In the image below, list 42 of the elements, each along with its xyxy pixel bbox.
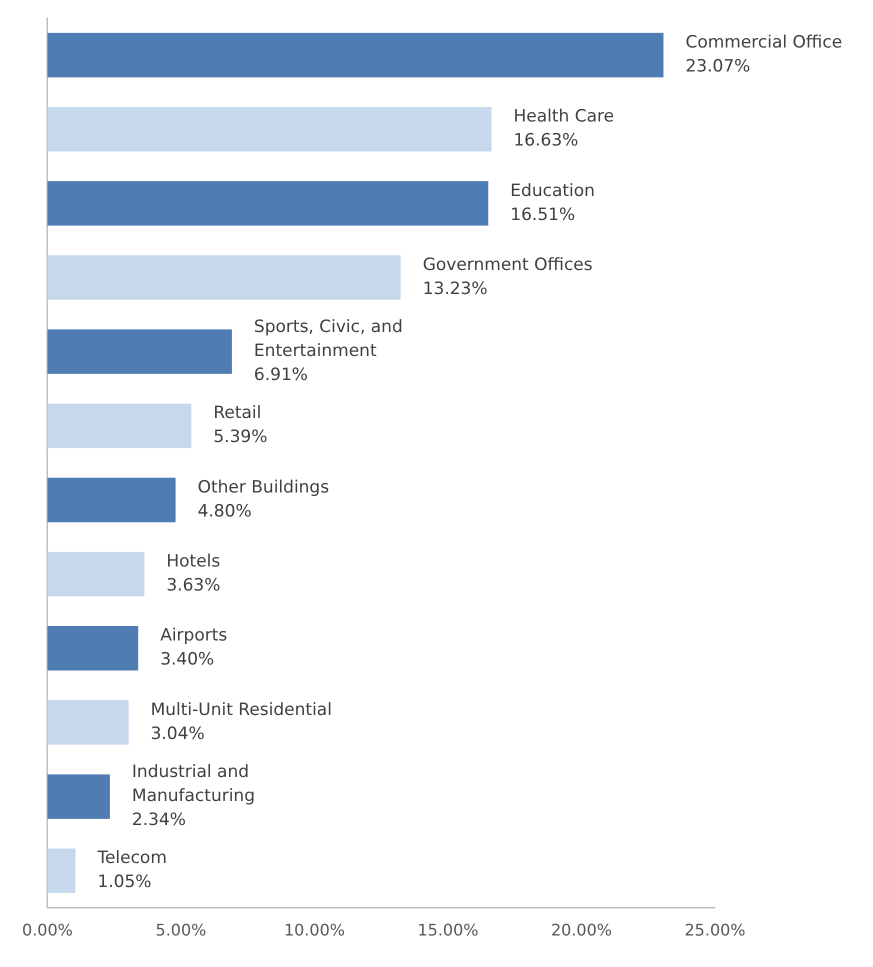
x-tick-label: 0.00% xyxy=(22,920,73,940)
y-tick-label: Hotels xyxy=(166,552,220,572)
data-label: 23.07% xyxy=(685,56,750,76)
bar xyxy=(47,478,176,522)
x-tick-label: 15.00% xyxy=(417,920,478,940)
bar xyxy=(47,106,492,152)
bar xyxy=(47,181,488,226)
y-tick-label: Sports, Civic, and Entertainment xyxy=(254,317,403,362)
data-label: 2.34% xyxy=(132,810,186,830)
bar xyxy=(47,32,664,78)
y-tick-label: Industrial and Manufacturing xyxy=(132,762,256,806)
bar xyxy=(47,552,144,596)
x-tick-label: 10.00% xyxy=(284,920,345,940)
bar xyxy=(47,774,110,819)
data-label: 16.51% xyxy=(510,204,576,225)
y-tick-label: Multi-Unit Residential xyxy=(150,700,332,720)
data-label: 3.04% xyxy=(150,724,205,744)
y-tick-label: Government Offices xyxy=(422,254,593,275)
y-tick-label: Education xyxy=(510,180,595,201)
bar xyxy=(47,848,76,893)
data-label: 6.91% xyxy=(254,365,308,386)
data-label: 3.40% xyxy=(160,650,214,670)
y-tick-label: Other Buildings xyxy=(198,477,330,498)
y-tick-label: Retail xyxy=(213,403,262,424)
data-label: 1.05% xyxy=(97,872,152,892)
data-label: 4.80% xyxy=(198,501,252,522)
bar xyxy=(47,329,232,374)
y-tick-label: Health Care xyxy=(513,106,614,127)
y-tick-label: Airports xyxy=(160,626,228,646)
data-label: 3.63% xyxy=(166,576,220,596)
y-tick-label: Telecom xyxy=(96,848,167,868)
bar xyxy=(47,626,138,671)
x-tick-label: 20.00% xyxy=(550,920,612,940)
x-tick-label: 25.00% xyxy=(684,920,746,940)
data-label: 16.63% xyxy=(513,130,578,151)
bar xyxy=(47,255,401,300)
y-tick-label: Commercial Office xyxy=(685,32,842,52)
data-label: 13.23% xyxy=(422,278,488,299)
x-tick-label: 5.00% xyxy=(156,920,206,940)
bar xyxy=(47,700,129,745)
bar xyxy=(47,404,192,448)
data-label: 5.39% xyxy=(213,427,268,448)
